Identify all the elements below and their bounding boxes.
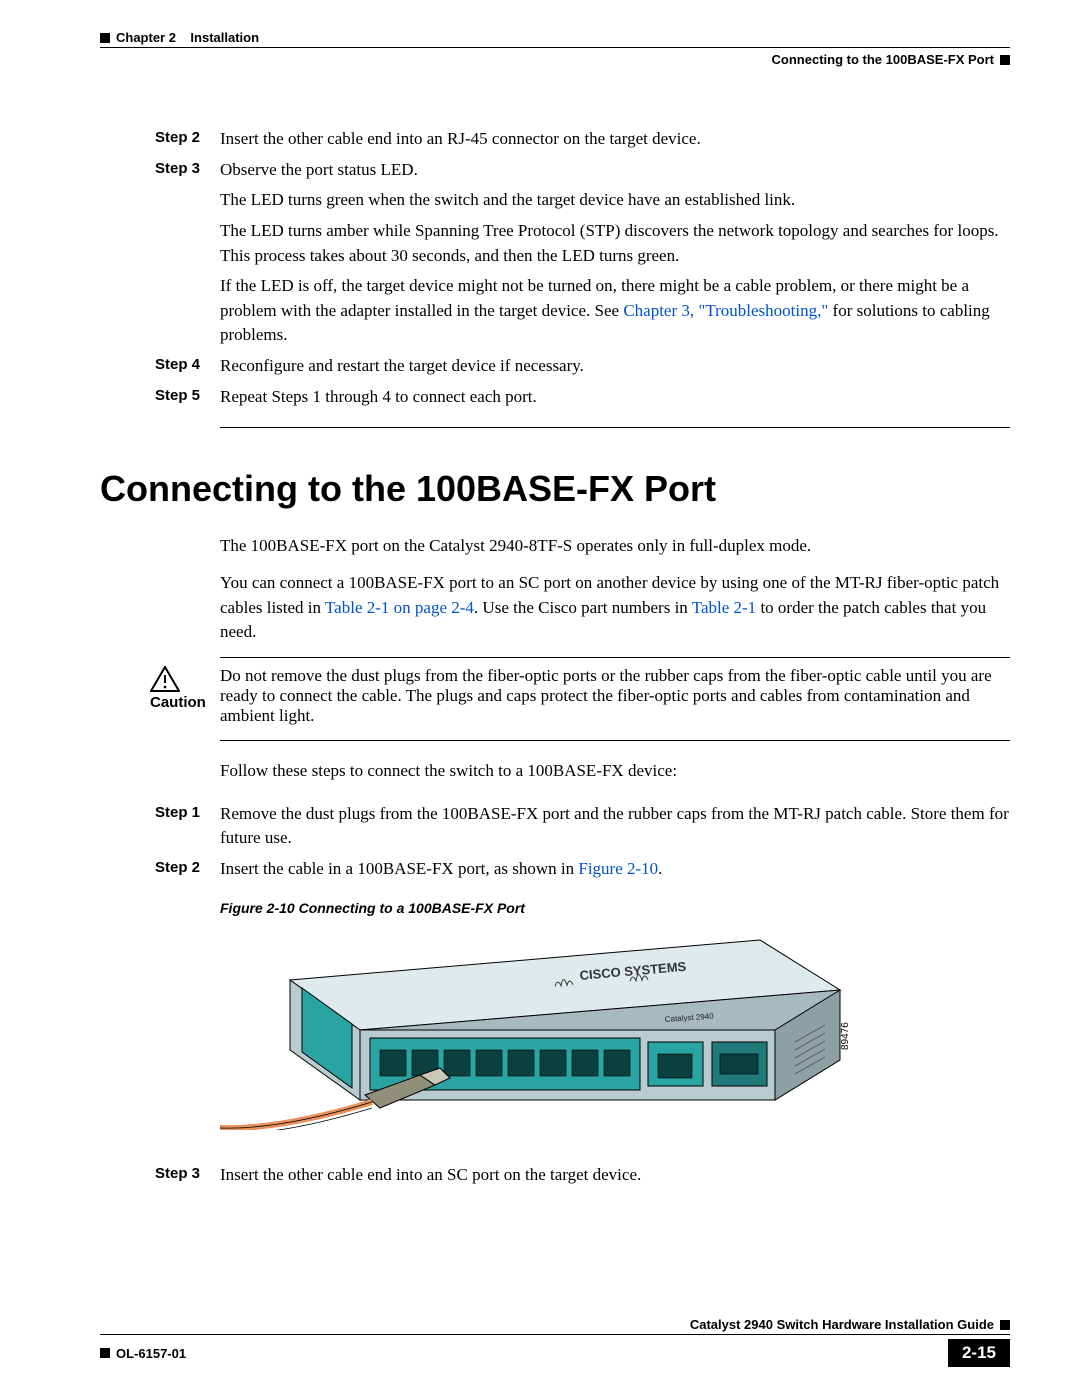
step-row: Step 4 Reconfigure and restart the targe… [100, 354, 1010, 379]
step-text: Insert the cable in a 100BASE-FX port, a… [220, 857, 1010, 882]
step-row: Step 3 Insert the other cable end into a… [100, 1163, 1010, 1188]
step-row: Step 1 Remove the dust plugs from the 10… [100, 802, 1010, 851]
caution-block: Caution Do not remove the dust plugs fro… [100, 666, 1010, 726]
step-label: Step 1 [100, 802, 220, 851]
figure-switch-illustration: CISCO SYSTEMS Catalyst 2940 89476 [220, 930, 1010, 1135]
step-continuation: The LED turns amber while Spanning Tree … [220, 219, 1010, 268]
step-row: Step 5 Repeat Steps 1 through 4 to conne… [100, 385, 1010, 410]
caution-triangle-icon [150, 666, 180, 692]
step-continuation: The LED turns green when the switch and … [220, 188, 1010, 213]
text-fragment: . [658, 859, 662, 878]
caution-divider [220, 740, 1010, 741]
step-label: Step 5 [100, 385, 220, 410]
footer-top-row: Catalyst 2940 Switch Hardware Installati… [100, 1317, 1010, 1335]
header-marker-icon [1000, 55, 1010, 65]
step-label: Step 3 [100, 1163, 220, 1188]
step-row: Step 3 Observe the port status LED. [100, 158, 1010, 183]
caution-label: Caution [150, 694, 206, 711]
troubleshooting-link[interactable]: Chapter 3, "Troubleshooting," [623, 301, 828, 320]
page-header: Chapter 2 Installation Connecting to the… [100, 30, 1010, 67]
figure-caption: Figure 2-10 Connecting to a 100BASE-FX P… [220, 900, 1010, 916]
footer-left: OL-6157-01 [100, 1346, 186, 1361]
header-section-name: Connecting to the 100BASE-FX Port [772, 52, 994, 67]
table-link[interactable]: Table 2-1 on page 2-4 [325, 598, 474, 617]
text-fragment: Insert the cable in a 100BASE-FX port, a… [220, 859, 578, 878]
step-continuation: If the LED is off, the target device mig… [220, 274, 1010, 348]
section-heading: Connecting to the 100BASE-FX Port [100, 468, 1010, 510]
header-marker-icon [100, 33, 110, 43]
body-paragraph: Follow these steps to connect the switch… [220, 759, 1010, 784]
step-label: Step 3 [100, 158, 220, 183]
page-number-badge: 2-15 [948, 1339, 1010, 1367]
header-top-row: Chapter 2 Installation [100, 30, 1010, 48]
caution-text: Do not remove the dust plugs from the fi… [220, 666, 1010, 726]
chapter-label: Chapter 2 Installation [116, 30, 259, 45]
step-text: Insert the other cable end into an RJ-45… [220, 127, 1010, 152]
header-sub-row: Connecting to the 100BASE-FX Port [100, 52, 1010, 67]
footer-marker-icon [1000, 1320, 1010, 1330]
body-paragraph: You can connect a 100BASE-FX port to an … [220, 571, 1010, 645]
caution-left-col: Caution [100, 666, 220, 711]
divider [220, 427, 1010, 428]
caution-divider [220, 657, 1010, 658]
body-paragraph: The 100BASE-FX port on the Catalyst 2940… [220, 534, 1010, 559]
step-text: Repeat Steps 1 through 4 to connect each… [220, 385, 1010, 410]
footer-bottom-row: OL-6157-01 2-15 [100, 1339, 1010, 1367]
step-text: Reconfigure and restart the target devic… [220, 354, 1010, 379]
footer-marker-icon [100, 1348, 110, 1358]
footer-doc-id: OL-6157-01 [116, 1346, 186, 1361]
footer-guide-name: Catalyst 2940 Switch Hardware Installati… [690, 1317, 994, 1332]
step-label: Step 4 [100, 354, 220, 379]
header-left: Chapter 2 Installation [100, 30, 259, 45]
figure-link[interactable]: Figure 2-10 [578, 859, 658, 878]
step-text: Observe the port status LED. [220, 158, 1010, 183]
step-text: Insert the other cable end into an SC po… [220, 1163, 1010, 1188]
svg-text:89476: 89476 [840, 1021, 851, 1049]
step-text: Remove the dust plugs from the 100BASE-F… [220, 802, 1010, 851]
step-row: Step 2 Insert the other cable end into a… [100, 127, 1010, 152]
table-link[interactable]: Table 2-1 [692, 598, 756, 617]
step-label: Step 2 [100, 127, 220, 152]
text-fragment: . Use the Cisco part numbers in [474, 598, 692, 617]
page-footer: Catalyst 2940 Switch Hardware Installati… [100, 1317, 1010, 1367]
step-row: Step 2 Insert the cable in a 100BASE-FX … [100, 857, 1010, 882]
step-label: Step 2 [100, 857, 220, 882]
content-area: Step 2 Insert the other cable end into a… [100, 127, 1010, 1187]
